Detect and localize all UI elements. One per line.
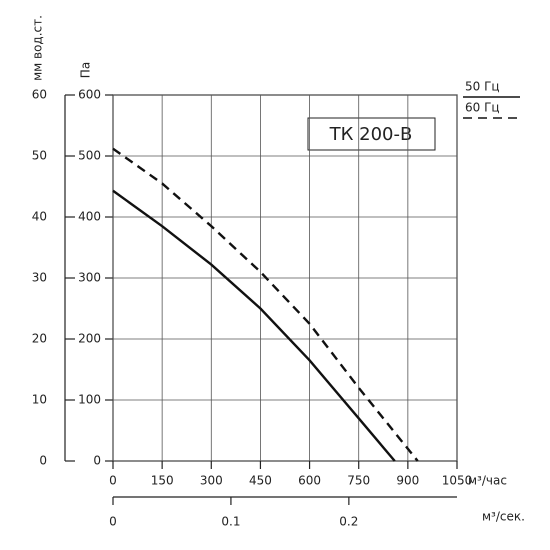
x2-tick-label: 0 (109, 515, 117, 529)
series-line (112, 189, 396, 462)
x2-axis-label: м³/сек. (482, 510, 525, 524)
title-box (307, 117, 436, 151)
y-tick-label: 100 (78, 393, 101, 407)
x-tick-label: 600 (298, 474, 321, 488)
y2-tick-label: 20 (32, 332, 47, 346)
y2-tick-label: 10 (32, 393, 47, 407)
y2-tick-label: 50 (32, 149, 47, 163)
x-tick-label: 900 (396, 474, 419, 488)
x-tick-label: 1050 (442, 474, 473, 488)
y-tick-label: 300 (78, 271, 101, 285)
y-axis-label: Па (79, 62, 93, 78)
legend-label: 50 Гц (465, 80, 500, 94)
y-tick-label: 400 (78, 210, 101, 224)
y-tick-label: 600 (78, 88, 101, 102)
y-tick-label: 200 (78, 332, 101, 346)
x-tick-label: 0 (109, 474, 117, 488)
legend-label: 60 Гц (465, 101, 500, 115)
x-tick-label: 300 (200, 474, 223, 488)
x2-tick-label: 0.1 (221, 515, 240, 529)
y2-tick-label: 30 (32, 271, 47, 285)
y2-tick-label: 40 (32, 210, 47, 224)
y-tick-label: 500 (78, 149, 101, 163)
y2-axis-label: мм вод.ст. (31, 15, 45, 81)
y2-tick-label: 0 (39, 454, 47, 468)
y-tick-label: 0 (93, 454, 101, 468)
x-tick-label: 150 (151, 474, 174, 488)
y2-tick-label: 60 (32, 88, 47, 102)
x2-tick-label: 0.2 (339, 515, 358, 529)
x-axis-label: м³/час (468, 474, 507, 488)
chart-title: ТК 200-В (329, 124, 413, 145)
x-tick-label: 450 (249, 474, 272, 488)
series-line (112, 147, 419, 462)
x-tick-label: 750 (347, 474, 370, 488)
